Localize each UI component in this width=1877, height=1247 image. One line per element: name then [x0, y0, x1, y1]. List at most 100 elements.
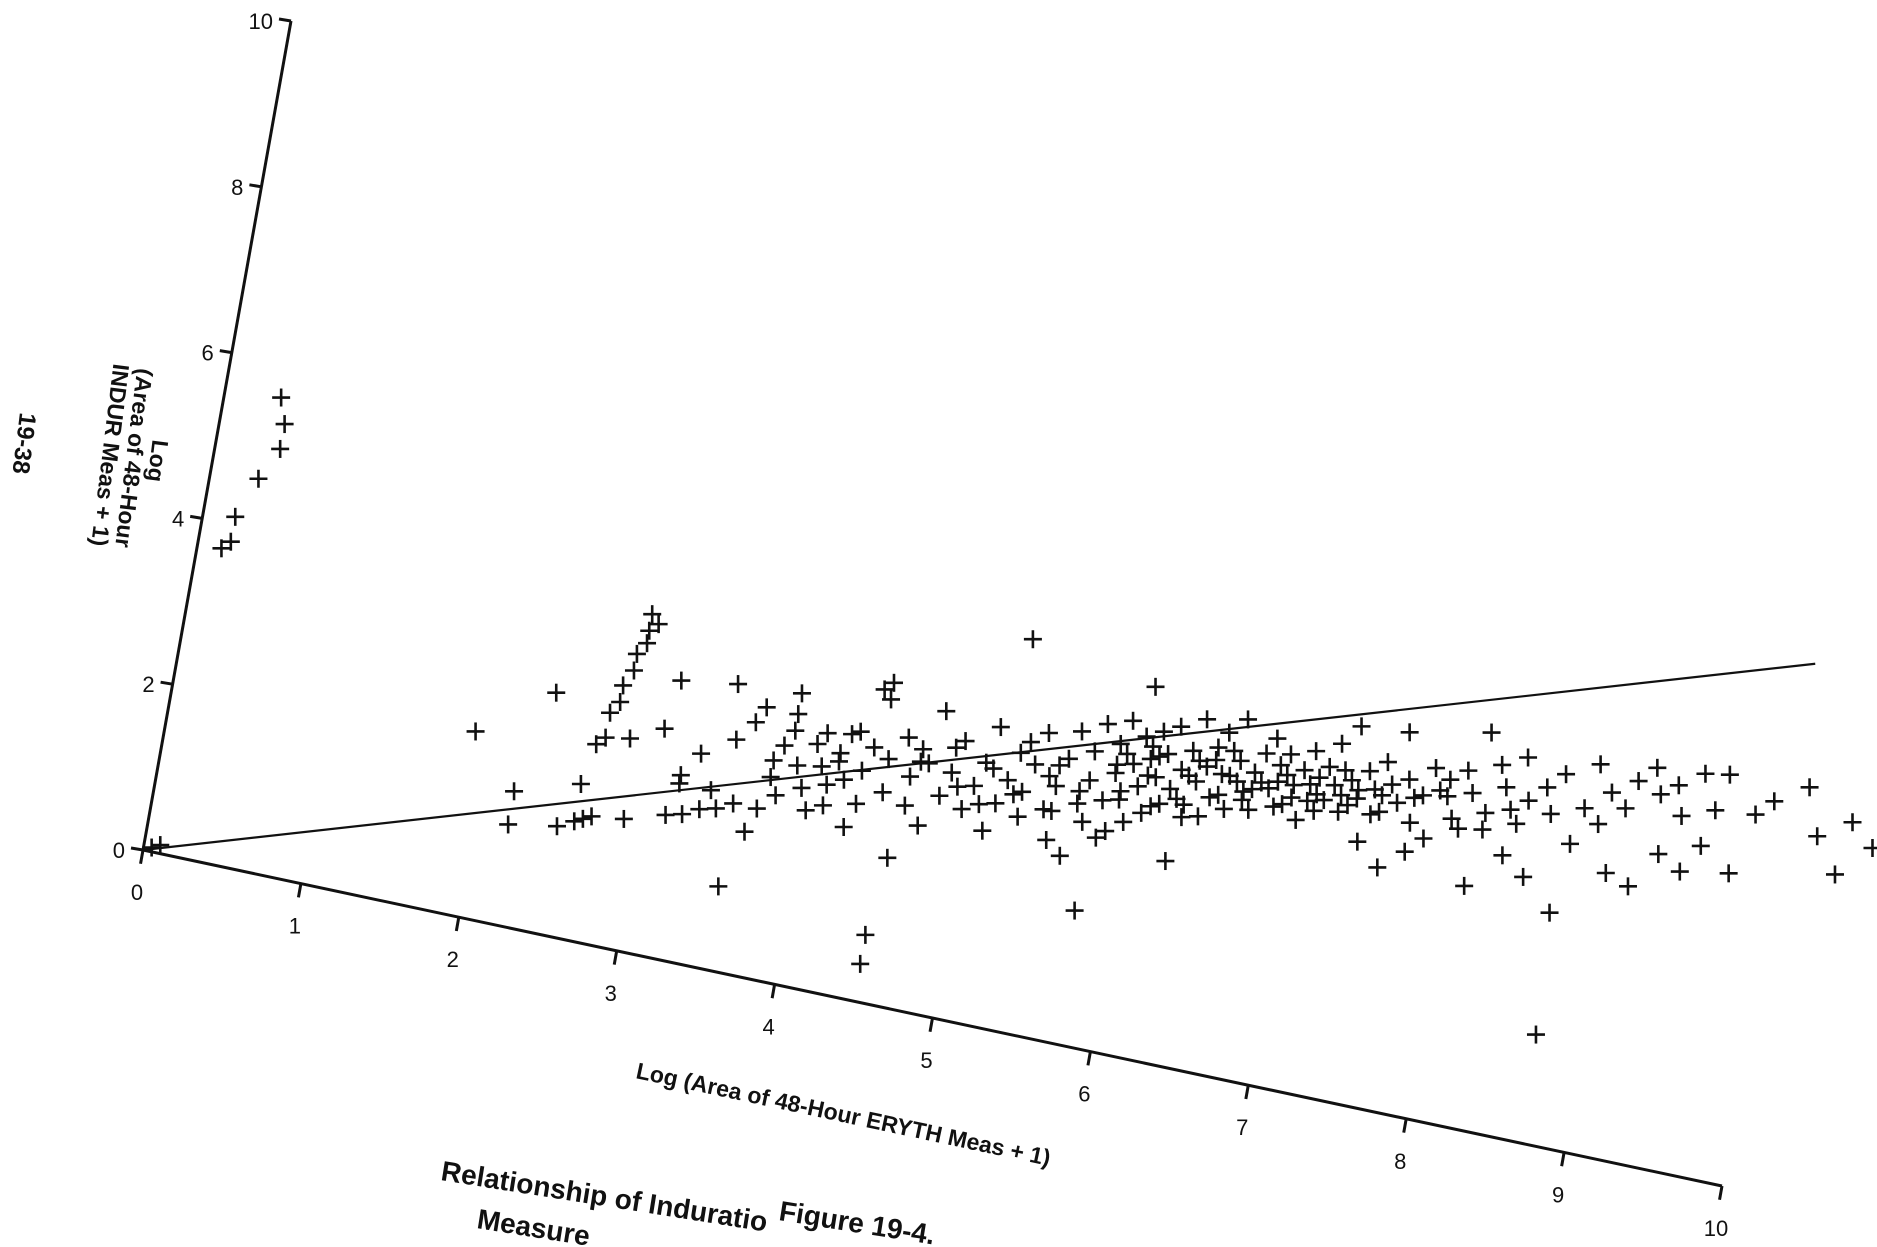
- data-point: [789, 705, 808, 724]
- data-point: [788, 756, 807, 775]
- data-point: [1336, 761, 1355, 780]
- data-point: [1011, 743, 1030, 762]
- data-point: [1046, 777, 1065, 796]
- data-point: [1596, 864, 1615, 883]
- data-point: [656, 805, 675, 824]
- x-tick-2: [454, 916, 461, 932]
- data-point: [1268, 772, 1287, 791]
- data-point: [1669, 776, 1688, 795]
- data-point: [1672, 806, 1691, 825]
- data-point: [1843, 813, 1862, 832]
- data-point: [499, 815, 518, 834]
- x-tick-label-0: 0: [131, 880, 143, 905]
- data-point: [1746, 805, 1765, 824]
- data-point: [1190, 751, 1209, 770]
- data-point: [873, 783, 892, 802]
- x-tick-7: [1244, 1084, 1250, 1100]
- data-point: [998, 771, 1017, 790]
- data-point: [1013, 782, 1032, 801]
- data-point: [1333, 734, 1352, 753]
- data-point: [1132, 803, 1151, 822]
- data-point: [911, 752, 930, 771]
- data-point: [1198, 710, 1217, 729]
- data-point: [1301, 775, 1320, 794]
- data-point: [1720, 765, 1739, 784]
- data-point: [1093, 791, 1112, 810]
- data-point: [1765, 792, 1784, 811]
- data-point: [249, 469, 268, 488]
- data-point: [1004, 785, 1023, 804]
- data-point: [761, 768, 780, 787]
- data-point: [582, 807, 601, 826]
- x-tick-9: [1560, 1152, 1566, 1167]
- x-tick-label-4: 4: [762, 1014, 774, 1039]
- data-point: [614, 809, 633, 828]
- data-point: [1068, 794, 1087, 813]
- data-point: [1438, 787, 1457, 806]
- data-point: [1278, 766, 1297, 785]
- data-point: [1591, 755, 1610, 774]
- data-point: [505, 782, 524, 801]
- data-point: [1124, 711, 1143, 730]
- data-point: [1209, 785, 1228, 804]
- axes: [141, 20, 1723, 1188]
- data-point: [1242, 780, 1261, 799]
- data-point: [1561, 834, 1580, 853]
- data-point: [856, 925, 875, 944]
- data-point: [596, 728, 615, 747]
- y-tick-label-10: 10: [249, 9, 273, 34]
- data-point: [1514, 867, 1533, 886]
- x-tick-label-10: 10: [1704, 1216, 1728, 1241]
- data-point: [1388, 793, 1407, 812]
- data-point: [775, 736, 794, 755]
- reference-line-group: [142, 662, 1816, 852]
- data-point: [1286, 810, 1305, 829]
- data-point: [1231, 751, 1250, 770]
- data-point: [1207, 750, 1226, 769]
- y-axis-title: Log (Area of 48-Hour INDUR Meas + 1): [86, 363, 173, 550]
- data-point: [1085, 742, 1104, 761]
- data-point: [947, 738, 966, 757]
- data-point: [643, 605, 662, 624]
- data-point: [1476, 803, 1495, 822]
- data-point: [1526, 1025, 1545, 1044]
- data-point: [1370, 802, 1389, 821]
- data-point: [1800, 778, 1819, 797]
- data-point: [746, 713, 765, 732]
- data-point: [1314, 791, 1333, 810]
- data-point: [1106, 763, 1125, 782]
- x-tick-label-5: 5: [920, 1048, 932, 1073]
- data-point: [831, 744, 850, 763]
- data-point: [1400, 723, 1419, 742]
- data-point: [948, 777, 967, 796]
- data-point: [764, 751, 783, 770]
- data-point: [1589, 815, 1608, 834]
- data-point: [706, 799, 725, 818]
- y-tick-label-4: 4: [172, 506, 184, 531]
- figure-number: Figure 19-4.: [777, 1195, 937, 1247]
- data-point: [1110, 790, 1129, 809]
- data-point: [1220, 723, 1239, 742]
- data-point: [1413, 786, 1432, 805]
- data-point: [895, 796, 914, 815]
- data-point: [1023, 630, 1042, 649]
- data-point: [908, 816, 927, 835]
- data-points: [142, 388, 1877, 1044]
- x-tick-3: [612, 950, 619, 965]
- data-point: [1114, 812, 1133, 831]
- data-point: [1161, 779, 1180, 798]
- data-point: [1184, 741, 1203, 760]
- data-point: [1212, 765, 1231, 784]
- x-tick-label-9: 9: [1552, 1182, 1564, 1207]
- data-point: [1342, 771, 1361, 790]
- data-point: [1368, 858, 1387, 877]
- y-tick-6: [219, 349, 233, 355]
- data-point: [1050, 846, 1069, 865]
- data-point: [1124, 754, 1143, 773]
- data-point: [1050, 756, 1069, 775]
- data-point: [818, 724, 837, 743]
- data-point: [885, 673, 903, 692]
- data-point: [1441, 770, 1460, 789]
- y-axis-title-line-1: Log: [142, 438, 173, 483]
- x-tick-1: [296, 883, 303, 898]
